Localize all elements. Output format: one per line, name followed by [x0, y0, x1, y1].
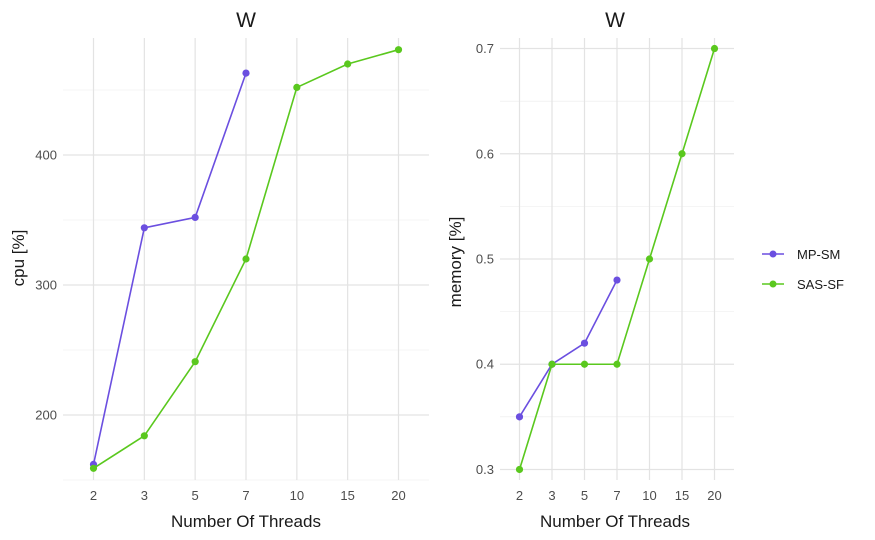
- legend-label-mp-sm: MP-SM: [797, 247, 840, 262]
- cpu-panel: 200 300 400 2 3 5 7 10 15 20 W Number Of Threads c…: [9, 9, 429, 531]
- cpu-x-tick-label: 5: [192, 488, 199, 503]
- memory-data-point-sas-sf: [710, 44, 719, 53]
- memory-x-axis-title: Number Of Threads: [540, 512, 690, 531]
- cpu-data-point-sas-sf: [242, 255, 250, 263]
- cpu-x-tick-label: 2: [90, 488, 97, 503]
- cpu-x-tick-label: 15: [340, 488, 354, 503]
- cpu-x-axis-title: Number Of Threads: [171, 512, 321, 531]
- memory-data-point-sas-sf: [613, 360, 621, 368]
- memory-y-tick-label: 0.3: [476, 462, 494, 477]
- cpu-data-point-mp-sm: [140, 224, 148, 232]
- cpu-y-tick-label: 200: [35, 408, 57, 423]
- cpu-data-point-sas-sf: [140, 432, 148, 440]
- legend-label-sas-sf: SAS-SF: [797, 277, 844, 292]
- legend-key-mp-sm-point: [769, 250, 777, 258]
- cpu-y-tick-label: 300: [35, 278, 57, 293]
- memory-y-tick-label: 0.4: [476, 357, 494, 372]
- memory-y-axis-title: memory [%]: [446, 217, 465, 308]
- cpu-panel-title: W: [236, 9, 256, 32]
- memory-data-point-sas-sf: [580, 360, 589, 368]
- memory-y-tick-label: 0.6: [476, 146, 494, 161]
- legend-key-sas-sf-point: [769, 280, 777, 288]
- cpu-data-point-mp-sm: [242, 69, 250, 77]
- memory-x-tick-label: 20: [707, 488, 721, 503]
- cpu-series-line-mp-sm: [92, 72, 247, 465]
- memory-data-point-mp-sm: [515, 413, 524, 421]
- legend-item-sas-sf: SAS-SF: [762, 277, 844, 292]
- memory-plot-area: 0.3 0.4 0.5 0.6 0.7 2 3 5 7 10 15 20: [476, 38, 734, 503]
- memory-data-point-sas-sf: [515, 465, 524, 474]
- cpu-data-point-sas-sf: [191, 358, 199, 366]
- cpu-data-point-sas-sf: [293, 83, 301, 91]
- memory-y-tick-label: 0.5: [476, 252, 494, 267]
- cpu-x-tick-label: 20: [391, 488, 405, 503]
- memory-data-point-mp-sm: [613, 276, 621, 284]
- memory-series-line-mp-sm: [518, 279, 618, 418]
- cpu-data-point-sas-sf: [344, 60, 352, 68]
- memory-x-tick-label: 10: [642, 488, 656, 503]
- cpu-data-point-mp-sm: [191, 213, 199, 221]
- memory-x-tick-label: 15: [675, 488, 689, 503]
- memory-data-point-sas-sf: [645, 255, 654, 263]
- memory-panel-title: W: [605, 9, 625, 32]
- memory-data-point-sas-sf: [548, 360, 556, 368]
- memory-x-tick-label: 7: [613, 488, 620, 503]
- legend: MP-SM SAS-SF: [762, 247, 844, 292]
- cpu-plot-area: 200 300 400 2 3 5 7 10 15 20: [35, 38, 429, 503]
- cpu-data-point-sas-sf: [89, 464, 98, 472]
- legend-item-mp-sm: MP-SM: [762, 247, 840, 262]
- memory-x-tick-label: 5: [581, 488, 588, 503]
- memory-y-tick-label: 0.7: [476, 41, 494, 56]
- cpu-data-point-sas-sf: [394, 46, 403, 54]
- memory-x-tick-label: 2: [516, 488, 523, 503]
- cpu-y-axis-title: cpu [%]: [9, 230, 28, 287]
- memory-data-point-mp-sm: [580, 339, 589, 347]
- cpu-x-tick-label: 10: [290, 488, 304, 503]
- cpu-x-tick-label: 3: [141, 488, 148, 503]
- memory-x-tick-label: 3: [548, 488, 555, 503]
- cpu-x-tick-label: 7: [242, 488, 249, 503]
- memory-data-point-sas-sf: [678, 150, 686, 158]
- memory-panel: 0.3 0.4 0.5 0.6 0.7 2 3 5 7 10 15 20 W Number Of Thr…: [446, 9, 734, 531]
- cpu-y-tick-label: 400: [35, 148, 57, 163]
